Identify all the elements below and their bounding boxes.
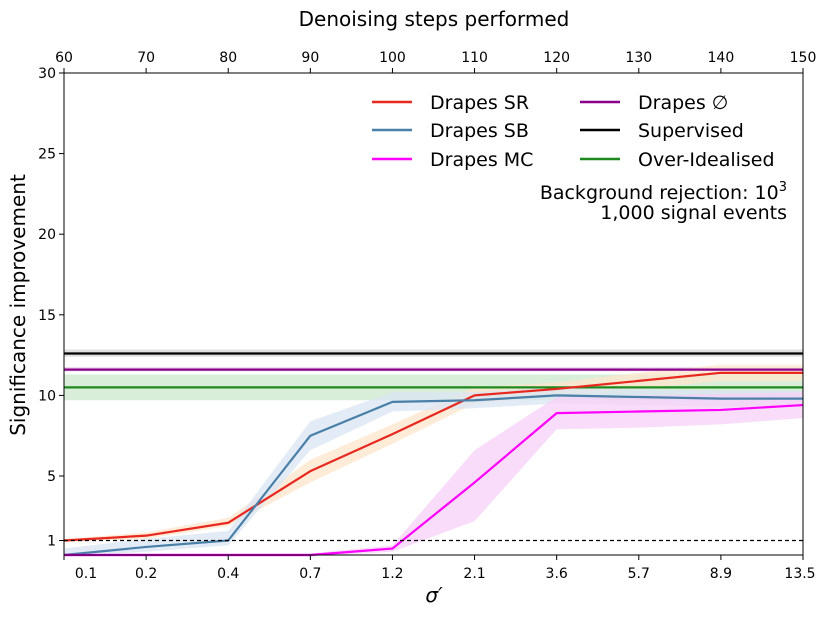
bottom-tick-label-0: 0.1 bbox=[75, 566, 97, 582]
bottom-tick-label-2: 0.4 bbox=[217, 566, 239, 582]
legend-label-drapes-sr: Drapes SR bbox=[430, 92, 529, 114]
top-tick-label-7: 130 bbox=[625, 50, 652, 66]
legend-label-drapes-sb: Drapes SB bbox=[430, 120, 529, 142]
bottom-tick-label-3: 0.7 bbox=[299, 566, 321, 582]
bottom-x-axis-ticks: 0.1 0.2 0.4 0.7 1.2 2.1 3.6 5.7 8.9 13.5 bbox=[63, 555, 816, 582]
top-tick-label-0: 60 bbox=[55, 50, 73, 66]
plot-frame bbox=[63, 72, 804, 556]
top-tick-label-8: 140 bbox=[708, 50, 735, 66]
top-tick-label-4: 100 bbox=[379, 50, 406, 66]
bottom-tick-label-7: 5.7 bbox=[628, 566, 650, 582]
top-tick-label-6: 120 bbox=[543, 50, 570, 66]
legend-label-supervised: Supervised bbox=[638, 120, 744, 142]
annotation-background-rejection-exponent: 3 bbox=[779, 180, 787, 195]
y-tick-label-30: 30 bbox=[38, 66, 56, 82]
y-tick-label-20: 20 bbox=[38, 227, 56, 243]
top-tick-label-3: 90 bbox=[301, 50, 319, 66]
y-tick-label-5: 5 bbox=[47, 469, 56, 485]
top-tick-label-1: 70 bbox=[137, 50, 155, 66]
annotation-signal-events: 1,000 signal events bbox=[600, 202, 787, 224]
top-tick-label-9: 150 bbox=[790, 50, 817, 66]
y-axis-label: Significance improvement bbox=[6, 174, 30, 436]
legend-label-drapes-empty: Drapes ∅ bbox=[638, 92, 728, 114]
x-axis-label: σ′ bbox=[425, 583, 443, 607]
annotation-background-rejection: Background rejection: 103 bbox=[540, 180, 787, 204]
top-tick-label-2: 80 bbox=[219, 50, 237, 66]
bottom-tick-label-8: 8.9 bbox=[710, 566, 732, 582]
top-axis-label: Denoising steps performed bbox=[299, 7, 570, 31]
bottom-tick-label-5: 2.1 bbox=[463, 566, 485, 582]
bottom-tick-label-6: 3.6 bbox=[546, 566, 568, 582]
legend-label-drapes-mc: Drapes MC bbox=[430, 149, 533, 171]
top-x-axis-ticks: 60 70 80 90 100 110 120 130 140 150 bbox=[55, 50, 816, 73]
y-tick-label-1: 1 bbox=[47, 533, 56, 549]
top-tick-label-5: 110 bbox=[461, 50, 488, 66]
y-tick-label-25: 25 bbox=[38, 147, 56, 163]
bottom-tick-label-9: 13.5 bbox=[784, 566, 815, 582]
line-drapes-sr bbox=[63, 371, 803, 542]
y-tick-label-15: 15 bbox=[38, 308, 56, 324]
bottom-tick-label-4: 1.2 bbox=[381, 566, 403, 582]
annotation-background-rejection-base: Background rejection: 10 bbox=[540, 182, 779, 204]
legend-label-over-idealised: Over-Idealised bbox=[638, 149, 775, 171]
line-drapes-sb bbox=[63, 394, 803, 557]
legend: Drapes SR Drapes SB Drapes MC Drapes ∅ Super… bbox=[372, 92, 775, 171]
bottom-tick-label-1: 0.2 bbox=[135, 566, 157, 582]
y-tick-label-10: 10 bbox=[38, 388, 56, 404]
